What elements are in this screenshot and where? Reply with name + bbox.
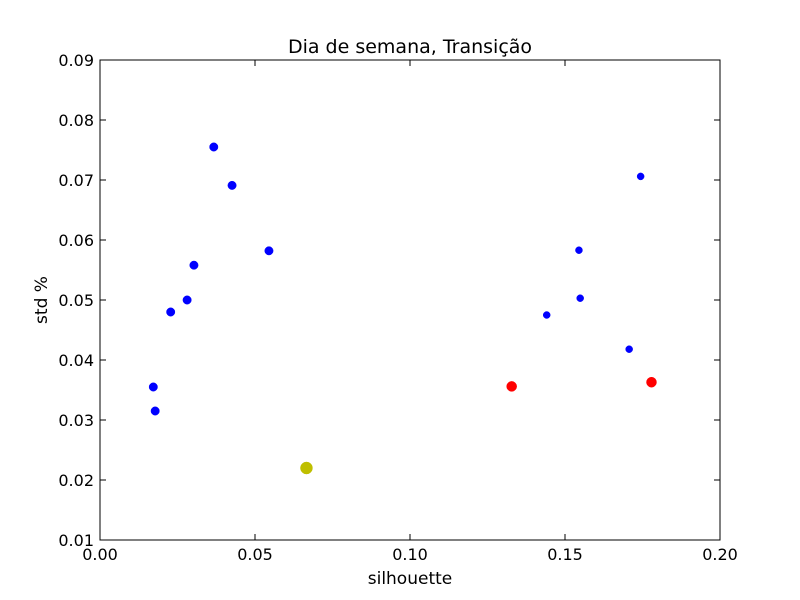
- data-point: [150, 406, 160, 416]
- data-point: [300, 461, 313, 475]
- data-point: [148, 382, 158, 392]
- y-axis-title: std %: [32, 276, 52, 324]
- y-tick-label: 0.01: [58, 531, 94, 550]
- y-tick-label: 0.04: [58, 351, 94, 370]
- data-point: [209, 142, 219, 152]
- y-tick-label: 0.09: [58, 51, 94, 70]
- y-tick-label: 0.08: [58, 111, 94, 130]
- data-point: [625, 345, 633, 353]
- x-tick-label: 0.15: [547, 545, 583, 564]
- x-tick-label: 0.20: [702, 545, 738, 564]
- data-point: [542, 311, 551, 319]
- y-tick-label: 0.02: [58, 471, 94, 490]
- data-point: [189, 260, 199, 270]
- data-point: [576, 294, 584, 302]
- chart-title: Dia de semana, Transição: [288, 36, 532, 58]
- ticks-layer: 0.00 0.05 0.10 0.15 0.20 0.01 0.02 0.03 0.04 0.05…: [58, 51, 737, 564]
- plot-frame: [99, 59, 721, 541]
- x-tick-label: 0.10: [392, 545, 428, 564]
- y-tick-label: 0.06: [58, 231, 94, 250]
- y-tick-label: 0.03: [58, 411, 94, 430]
- x-tick-label: 0.05: [237, 545, 273, 564]
- x-axis-title: silhouette: [368, 569, 453, 589]
- data-point: [227, 180, 237, 190]
- y-tick-label: 0.07: [58, 171, 94, 190]
- data-point: [264, 246, 274, 256]
- points-layer: [148, 142, 657, 475]
- data-point: [166, 307, 176, 317]
- x-tick-label: 0.00: [82, 545, 118, 564]
- y-tick-label: 0.05: [58, 291, 94, 310]
- data-point: [506, 381, 517, 392]
- data-point: [182, 295, 192, 305]
- data-point: [575, 246, 583, 254]
- data-point: [646, 376, 657, 388]
- data-point: [636, 172, 645, 181]
